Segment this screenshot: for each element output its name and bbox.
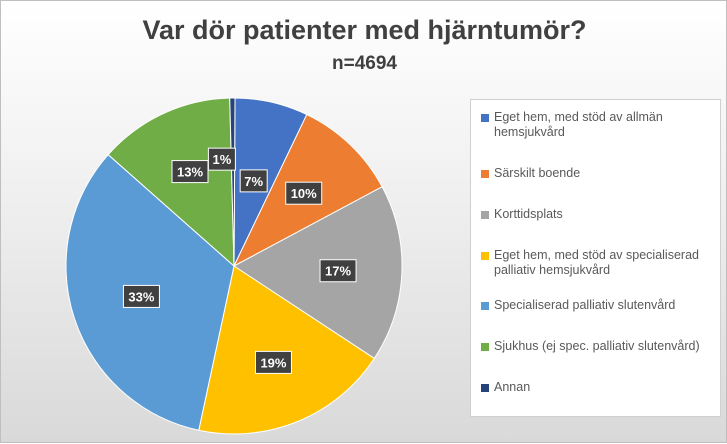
data-label: 7% — [239, 169, 268, 193]
legend-item-sarskilt-boende: Särskilt boende — [481, 166, 712, 181]
chart-title: Var dör patienter med hjärntumör? — [142, 15, 587, 45]
data-label: 19% — [254, 350, 292, 374]
legend-swatch — [481, 211, 489, 219]
data-label-text: 10% — [291, 186, 317, 201]
data-label-text: 7% — [244, 174, 263, 189]
legend-label: Eget hem, med stöd av allmän hemsjukvård — [494, 110, 663, 139]
pie-slice — [198, 265, 376, 435]
data-label-text: 33% — [128, 289, 154, 304]
data-label-box — [239, 169, 268, 193]
data-label: 13% — [171, 160, 209, 184]
legend: Eget hem, med stöd av allmän hemsjukvård… — [470, 99, 721, 417]
legend-label: Specialiserad palliativ slutenvård — [494, 298, 676, 312]
data-label: 10% — [285, 181, 323, 205]
data-label-box — [171, 160, 209, 184]
legend-item-annan: Annan — [481, 380, 712, 395]
data-label-text: 13% — [177, 165, 203, 180]
legend-item-korttidsplats: Korttidsplats — [481, 207, 712, 222]
pie-slice — [107, 97, 235, 268]
data-label-box — [319, 259, 357, 283]
legend-swatch — [481, 114, 489, 122]
legend-swatch — [481, 302, 489, 310]
legend-label: Eget hem, med stöd av specialiserad pall… — [494, 248, 699, 277]
pie-slice — [233, 186, 403, 360]
legend-swatch — [481, 384, 489, 392]
legend-label: Sjukhus (ej spec. palliativ slutenvård) — [494, 339, 700, 353]
data-label-box — [207, 147, 236, 171]
data-label-box — [122, 284, 160, 308]
legend-item-eget-hem-specialiserad: Eget hem, med stöd av specialiserad pall… — [481, 248, 712, 278]
legend-swatch — [481, 252, 489, 260]
legend-item-sjukhus: Sjukhus (ej spec. palliativ slutenvård) — [481, 339, 712, 354]
legend-swatch — [481, 343, 489, 351]
legend-item-eget-hem-allman: Eget hem, med stöd av allmän hemsjukvård — [481, 110, 712, 140]
data-label-box — [254, 350, 292, 374]
legend-label: Korttidsplats — [494, 207, 563, 221]
legend-label: Särskilt boende — [494, 166, 581, 180]
data-label-text: 17% — [325, 264, 351, 279]
legend-label: Annan — [494, 380, 531, 394]
data-label-text: 1% — [213, 152, 232, 167]
data-label: 17% — [319, 259, 357, 283]
chart-subtitle: n=4694 — [332, 53, 397, 74]
data-label-box — [285, 181, 323, 205]
legend-swatch — [481, 170, 489, 178]
data-label: 33% — [122, 284, 160, 308]
data-label: 1% — [207, 147, 236, 171]
pie-slice — [229, 97, 236, 267]
legend-item-specialiserad-slutenvard: Specialiserad palliativ slutenvård — [481, 298, 712, 313]
data-label-text: 19% — [260, 355, 286, 370]
